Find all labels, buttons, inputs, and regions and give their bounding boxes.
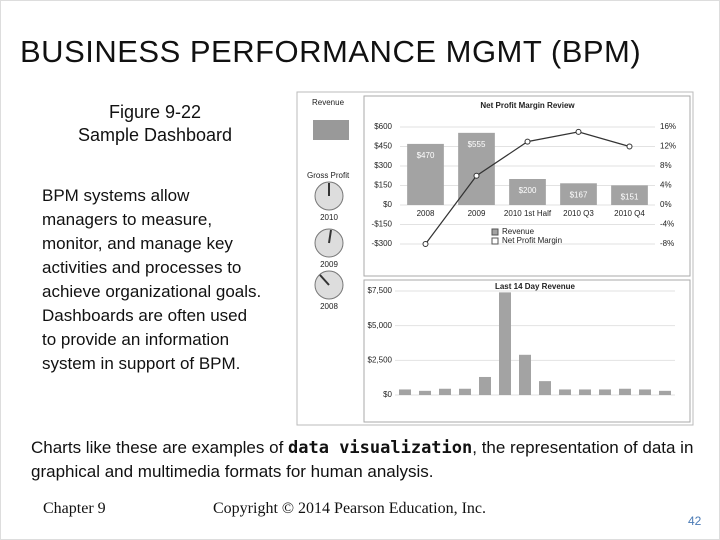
y-tick-label: $7,500 [368,286,393,295]
panel [363,279,691,423]
bar [509,179,546,205]
y2-tick-label: 0% [660,200,672,209]
bar [579,389,591,395]
bar [479,376,491,395]
bar [439,388,451,395]
point [626,143,633,150]
bar [560,183,597,205]
icon [313,120,349,140]
figure-name: Sample Dashboard [77,125,233,145]
bar [539,381,551,395]
gauge-label: 2008 [320,302,338,311]
point [422,241,429,247]
page-number: 42 [688,514,702,528]
bar [599,389,611,395]
x-tick-label: 2009 [468,209,486,218]
data-label: $167 [570,190,588,199]
y-tick-label: $450 [374,142,392,151]
bar [419,390,431,395]
bar [559,389,571,395]
point [575,128,582,135]
summary: Charts like these are examples of data v… [31,436,701,484]
summary-text: , the representation of data in graphica… [31,438,694,481]
x-tick-label: 2010 Q3 [563,209,594,218]
y-tick-label: $0 [383,200,392,209]
dashboard-frame [296,91,694,426]
data-label: $200 [519,186,537,195]
y-tick-label: $300 [374,161,392,170]
y-tick-label: $5,000 [368,321,393,330]
x-tick-label: 2010 1st Half [504,209,552,218]
y2-tick-label: 16% [660,122,676,131]
bar [659,390,671,395]
point [524,138,531,145]
body-text: BPM systems allow managers to measure, m… [42,186,262,373]
data-label: $151 [621,192,639,201]
chart-title: Last 14 Day Revenue [495,282,576,291]
gauge-label: 2010 [320,213,338,222]
figure-caption: Figure 9-22 Sample Dashboard [40,101,270,147]
y2-tick-label: 4% [660,181,672,190]
slide-title: BUSINESS PERFORMANCE MGMT (BPM) [20,34,642,69]
summary-emphasis: data visualization [288,438,473,458]
panel [363,95,691,277]
x-tick-label: 2010 Q4 [614,209,645,218]
data-label: $470 [417,151,435,160]
gauge-needle [328,229,332,244]
bar [399,389,411,395]
panel-label: Gross Profit [307,171,350,180]
y2-tick-label: -8% [660,239,674,248]
legend-label: Net Profit Margin [502,236,562,245]
bar [459,388,471,395]
bar [407,143,444,205]
bar [519,354,531,395]
footer-chapter: Chapter 9 [43,500,106,517]
figure-number: Figure 9-22 [108,102,202,122]
y2-tick-label: 12% [660,142,676,151]
panel-label: Revenue [312,98,345,107]
y-tick-label: $150 [374,181,392,190]
bar [611,185,648,205]
footer-copyright: Copyright © 2014 Pearson Education, Inc. [213,500,486,517]
legend-swatch [491,237,499,245]
y-tick-label: $0 [383,390,392,399]
gauge-label: 2009 [320,260,338,269]
bar [639,389,651,395]
y-tick-label: $600 [374,122,392,131]
y2-tick-label: -4% [660,220,674,229]
y-tick-label: $2,500 [368,355,393,364]
bar [499,292,511,395]
legend-swatch [491,228,499,236]
summary-text: Charts like these are examples of [31,438,289,457]
gauge-needle [319,274,330,286]
y2-tick-label: 8% [660,161,672,170]
x-tick-label: 2008 [417,209,435,218]
point [473,172,480,179]
chart-title: Net Profit Margin Review [480,101,575,110]
y-tick-label: -$300 [372,239,393,248]
bar [619,388,631,395]
y-tick-label: -$150 [372,220,393,229]
data-label: $555 [468,140,486,149]
legend-label: Revenue [502,227,535,236]
